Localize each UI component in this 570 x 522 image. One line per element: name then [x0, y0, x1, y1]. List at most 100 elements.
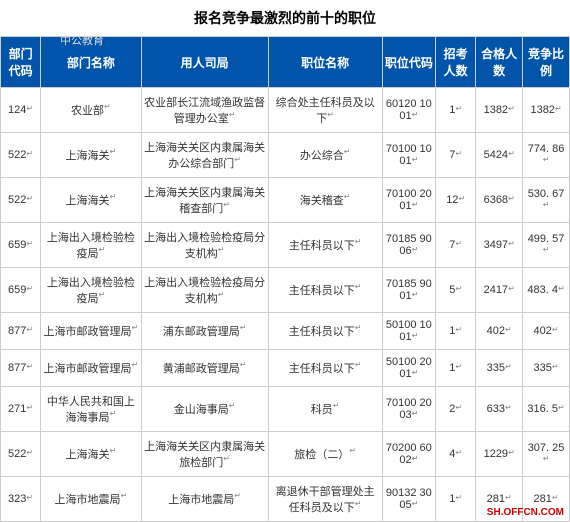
sort-arrow-icon: ↵: [412, 368, 419, 377]
cell-position-code: 70100 1001↵: [382, 133, 436, 178]
cell-qualified: 633↵: [476, 387, 523, 432]
sort-arrow-icon: ↵: [218, 245, 225, 254]
sort-arrow-icon: ↵: [455, 239, 462, 248]
cell-position-name: 旅检（二）↵: [268, 432, 382, 477]
cell-ratio: 307. 25↵: [523, 432, 570, 477]
sort-arrow-icon: ↵: [455, 448, 462, 457]
sort-arrow-icon: ↵: [110, 409, 117, 418]
cell-position-code: 70100 2001↵: [382, 178, 436, 223]
cell-authority: 上海海关关区内隶属海关办公综合部门↵: [141, 133, 268, 178]
cell-ratio: 335↵: [523, 350, 570, 387]
sort-arrow-icon: ↵: [344, 192, 351, 201]
cell-ratio: 774. 86↵: [523, 133, 570, 178]
sort-arrow-icon: ↵: [455, 104, 462, 113]
header-qualified: 合格人数: [476, 37, 523, 88]
sort-arrow-icon: ↵: [412, 499, 419, 508]
cell-dept-name: 中华人民共和国上海海事局↵: [41, 387, 141, 432]
sort-arrow-icon: ↵: [132, 360, 139, 369]
table-row: 124↵农业部↵农业部长江流域渔政监督管理办公室↵综合处主任科员及以下↵6012…: [1, 88, 570, 133]
sort-arrow-icon: ↵: [412, 155, 419, 164]
cell-position-code: 70185 9001↵: [382, 268, 436, 313]
cell-dept-code: 522↵: [1, 178, 41, 223]
header-position-name: 职位名称: [268, 37, 382, 88]
cell-dept-code: 659↵: [1, 268, 41, 313]
cell-authority: 上海海关关区内隶属海关旅检部门↵: [141, 432, 268, 477]
cell-authority: 浦东邮政管理局↵: [141, 313, 268, 350]
cell-authority: 黄浦邮政管理局↵: [141, 350, 268, 387]
table-row: 659↵上海出入境检验检疫局↵上海出入境检验检疫局分支机构↵主任科员以下↵701…: [1, 268, 570, 313]
cell-dept-name: 上海市邮政管理局↵: [41, 313, 141, 350]
sort-arrow-icon: ↵: [505, 362, 512, 371]
sort-arrow-icon: ↵: [99, 290, 106, 299]
sort-arrow-icon: ↵: [412, 454, 419, 463]
cell-qualified: 1382↵: [476, 88, 523, 133]
cell-ratio: 402↵: [523, 313, 570, 350]
sort-arrow-icon: ↵: [455, 325, 462, 334]
cell-dept-name: 上海市邮政管理局↵: [41, 350, 141, 387]
sort-arrow-icon: ↵: [104, 102, 111, 111]
cell-position-code: 90132 3005↵: [382, 477, 436, 522]
cell-position-name: 综合处主任科员及以下↵: [268, 88, 382, 133]
sort-arrow-icon: ↵: [234, 155, 241, 164]
cell-qualified: 335↵: [476, 350, 523, 387]
header-ratio: 竞争比例: [523, 37, 570, 88]
sort-arrow-icon: ↵: [344, 147, 351, 156]
table-row: 323↵上海市地震局↵上海市地震局↵离退休干部管理处主任科员及以下↵90132 …: [1, 477, 570, 522]
cell-recruit: 2↵: [436, 387, 476, 432]
sort-arrow-icon: ↵: [412, 110, 419, 119]
cell-dept-name: 上海出入境检验检疫局↵: [41, 268, 141, 313]
cell-position-name: 科员↵: [268, 387, 382, 432]
sort-arrow-icon: ↵: [223, 454, 230, 463]
cell-dept-code: 323↵: [1, 477, 41, 522]
sort-arrow-icon: ↵: [240, 360, 247, 369]
sort-arrow-icon: ↵: [110, 446, 117, 455]
sort-arrow-icon: ↵: [327, 110, 334, 119]
sort-arrow-icon: ↵: [455, 149, 462, 158]
header-authority: 用人司局: [141, 37, 268, 88]
table-row: 522↵上海海关↵上海海关关区内隶属海关旅检部门↵旅检（二）↵70200 600…: [1, 432, 570, 477]
table-row: 877↵上海市邮政管理局↵黄浦邮政管理局↵主任科员以下↵50100 2001↵1…: [1, 350, 570, 387]
sort-arrow-icon: ↵: [558, 284, 565, 293]
cell-position-name: 主任科员以下↵: [268, 350, 382, 387]
watermark-brand: 中公教育: [60, 32, 104, 48]
sort-arrow-icon: ↵: [26, 194, 33, 203]
cell-recruit: 5↵: [436, 268, 476, 313]
sort-arrow-icon: ↵: [455, 284, 462, 293]
sort-arrow-icon: ↵: [455, 493, 462, 502]
table-row: 522↵上海海关↵上海海关关区内隶属海关稽查部门↵海关稽查↵70100 2001…: [1, 178, 570, 223]
cell-position-code: 60120 1001↵: [382, 88, 436, 133]
page-title: 报名竞争最激烈的前十的职位: [0, 0, 570, 36]
cell-dept-code: 124↵: [1, 88, 41, 133]
cell-qualified: 3497↵: [476, 223, 523, 268]
cell-recruit: 1↵: [436, 88, 476, 133]
table-row: 877↵上海市邮政管理局↵浦东邮政管理局↵主任科员以下↵50100 1001↵1…: [1, 313, 570, 350]
sort-arrow-icon: ↵: [333, 401, 340, 410]
sort-arrow-icon: ↵: [26, 362, 33, 371]
sort-arrow-icon: ↵: [543, 200, 550, 209]
cell-position-code: 70185 9006↵: [382, 223, 436, 268]
sort-arrow-icon: ↵: [508, 448, 515, 457]
sort-arrow-icon: ↵: [218, 290, 225, 299]
sort-arrow-icon: ↵: [508, 284, 515, 293]
sort-arrow-icon: ↵: [508, 104, 515, 113]
sort-arrow-icon: ↵: [229, 401, 236, 410]
sort-arrow-icon: ↵: [543, 155, 550, 164]
sort-arrow-icon: ↵: [240, 323, 247, 332]
sort-arrow-icon: ↵: [26, 239, 33, 248]
cell-recruit: 7↵: [436, 223, 476, 268]
sort-arrow-icon: ↵: [26, 448, 33, 457]
cell-authority: 上海出入境检验检疫局分支机构↵: [141, 268, 268, 313]
cell-ratio: 483. 4↵: [523, 268, 570, 313]
cell-position-code: 70200 6002↵: [382, 432, 436, 477]
cell-authority: 农业部长江流域渔政监督管理办公室↵: [141, 88, 268, 133]
sort-arrow-icon: ↵: [508, 239, 515, 248]
sort-arrow-icon: ↵: [26, 104, 33, 113]
sort-arrow-icon: ↵: [412, 290, 419, 299]
sort-arrow-icon: ↵: [355, 282, 362, 291]
competition-table: 部门代码 部门名称 用人司局 职位名称 职位代码 招考人数 合格人数 竞争比例 …: [0, 36, 570, 522]
cell-authority: 上海海关关区内隶属海关稽查部门↵: [141, 178, 268, 223]
sort-arrow-icon: ↵: [552, 362, 559, 371]
sort-arrow-icon: ↵: [458, 194, 465, 203]
table-row: 659↵上海出入境检验检疫局↵上海出入境检验检疫局分支机构↵主任科员以下↵701…: [1, 223, 570, 268]
cell-recruit: 1↵: [436, 350, 476, 387]
